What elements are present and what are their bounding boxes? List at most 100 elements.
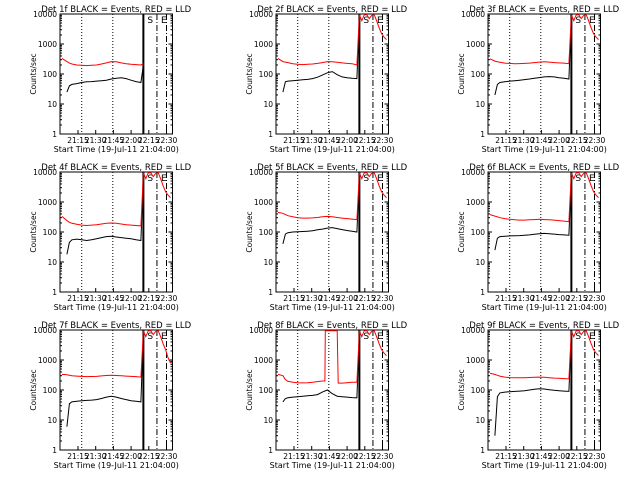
x-tick-label: 21:30: [513, 452, 535, 461]
plot-frame: [275, 329, 389, 451]
series-line-events: [494, 15, 572, 96]
y-tick-label: 1: [52, 288, 57, 297]
plot-frame: [487, 329, 601, 451]
series-line-events: [66, 64, 144, 93]
marker-annotation: E: [377, 332, 383, 342]
x-tick-label: 21:30: [85, 294, 107, 303]
y-tick-label: 1: [268, 288, 273, 297]
y-axis-label: Counts/sec: [29, 53, 38, 94]
series-line-lld: [489, 172, 599, 223]
x-tick-label: 21:30: [513, 136, 535, 145]
x-tick-label: 22:15: [354, 294, 376, 303]
y-tick-label: 1: [480, 446, 485, 455]
y-axis-label: Counts/sec: [245, 211, 254, 252]
y-tick-label: 10: [47, 100, 57, 109]
x-tick-label: 21:30: [301, 294, 323, 303]
y-tick-label: 1000: [254, 198, 273, 207]
y-axis-label: Counts/sec: [29, 211, 38, 252]
x-tick-label: 22:30: [156, 452, 178, 461]
x-tick-label: 21:45: [319, 294, 341, 303]
chart-title: Det 1f BLACK = Events, RED = LLD: [41, 5, 191, 15]
x-tick-label: 22:00: [548, 452, 570, 461]
series-line-lld: [277, 172, 387, 221]
x-tick-label: 21:45: [531, 294, 553, 303]
panel-det-2: Det 2f BLACK = Events, RED = LLD 1 10 100 10…: [245, 5, 408, 154]
x-tick-label: 22:00: [336, 294, 358, 303]
x-axis-label: Start Time (19-Jul-11 21:04:00): [54, 145, 179, 154]
y-tick-label: 10000: [33, 10, 57, 19]
y-tick-label: 10: [263, 416, 273, 425]
y-tick-label: 100: [43, 70, 58, 79]
y-tick-label: 100: [259, 386, 274, 395]
x-tick-label: 21:45: [103, 294, 125, 303]
y-tick-label: 1: [480, 288, 485, 297]
plot-frame: [59, 329, 173, 451]
chart-title: Det 4f BLACK = Events, RED = LLD: [41, 163, 191, 173]
panel-det-6: Det 6f BLACK = Events, RED = LLD 1 10 100 10…: [457, 163, 620, 312]
y-axis-label: Counts/sec: [457, 369, 466, 410]
y-tick-label: 1: [52, 130, 57, 139]
plot-frame: [275, 13, 389, 135]
y-tick-label: 100: [259, 228, 274, 237]
series-line-events: [66, 173, 144, 255]
x-tick-label: 21:45: [103, 136, 125, 145]
y-tick-label: 10: [47, 258, 57, 267]
y-tick-label: 10000: [461, 168, 485, 177]
chart-title: Det 3f BLACK = Events, RED = LLD: [469, 5, 619, 15]
marker-annotation: E: [589, 332, 595, 342]
x-tick-label: 22:00: [120, 452, 142, 461]
x-tick-label: 22:30: [156, 136, 178, 145]
x-tick-label: 21:30: [85, 452, 107, 461]
x-tick-label: 22:15: [138, 136, 160, 145]
y-tick-label: 1: [268, 130, 273, 139]
y-tick-label: 10000: [249, 326, 273, 335]
x-tick-label: 21:30: [513, 294, 535, 303]
y-axis-label: Counts/sec: [457, 53, 466, 94]
series-line-lld: [61, 57, 144, 67]
marker-annotation: S: [363, 174, 369, 184]
panel-det-3: Det 3f BLACK = Events, RED = LLD 1 10 100 10…: [457, 5, 620, 154]
x-tick-label: 21:45: [531, 136, 553, 145]
panel-det-5: Det 5f BLACK = Events, RED = LLD 1 10 100 10…: [245, 163, 408, 312]
plot-frame: [59, 13, 173, 135]
panel-det-9: Det 9f BLACK = Events, RED = LLD 1 10 100 10…: [457, 321, 620, 470]
x-tick-label: 22:00: [120, 136, 142, 145]
x-axis-label: Start Time (19-Jul-11 21:04:00): [482, 303, 607, 312]
y-tick-label: 1000: [466, 40, 485, 49]
y-tick-label: 1: [52, 446, 57, 455]
y-tick-label: 100: [471, 386, 486, 395]
y-tick-label: 10: [47, 416, 57, 425]
x-tick-label: 22:15: [138, 452, 160, 461]
x-axis-label: Start Time (19-Jul-11 21:04:00): [482, 145, 607, 154]
x-axis-label: Start Time (19-Jul-11 21:04:00): [54, 303, 179, 312]
marker-annotation: S: [575, 332, 581, 342]
x-tick-label: 22:15: [566, 136, 588, 145]
y-tick-label: 1: [480, 130, 485, 139]
x-tick-label: 21:15: [283, 452, 305, 461]
marker-annotation: S: [147, 174, 153, 184]
y-tick-label: 1000: [466, 356, 485, 365]
x-tick-label: 21:45: [103, 452, 125, 461]
x-tick-label: 21:30: [85, 136, 107, 145]
series-line-events: [282, 331, 360, 403]
y-tick-label: 1000: [38, 198, 57, 207]
x-tick-label: 22:30: [584, 136, 606, 145]
x-axis-label: Start Time (19-Jul-11 21:04:00): [270, 461, 395, 470]
panel-det-4: Det 4f BLACK = Events, RED = LLD 1 10 100 10…: [29, 163, 192, 312]
chart-title: Det 8f BLACK = Events, RED = LLD: [257, 321, 407, 331]
y-tick-label: 10000: [33, 326, 57, 335]
x-tick-label: 22:00: [336, 136, 358, 145]
y-axis-label: Counts/sec: [29, 369, 38, 410]
x-tick-label: 22:30: [372, 294, 394, 303]
chart-title: Det 2f BLACK = Events, RED = LLD: [257, 5, 407, 15]
y-tick-label: 1000: [466, 198, 485, 207]
series-line-events: [494, 173, 572, 251]
y-tick-label: 10: [475, 100, 485, 109]
marker-annotation: S: [147, 16, 153, 26]
y-tick-label: 10: [263, 258, 273, 267]
y-tick-label: 1000: [38, 40, 57, 49]
x-tick-label: 22:30: [372, 136, 394, 145]
y-tick-label: 1000: [254, 40, 273, 49]
chart-title: Det 6f BLACK = Events, RED = LLD: [469, 163, 619, 173]
x-tick-label: 21:15: [67, 452, 89, 461]
